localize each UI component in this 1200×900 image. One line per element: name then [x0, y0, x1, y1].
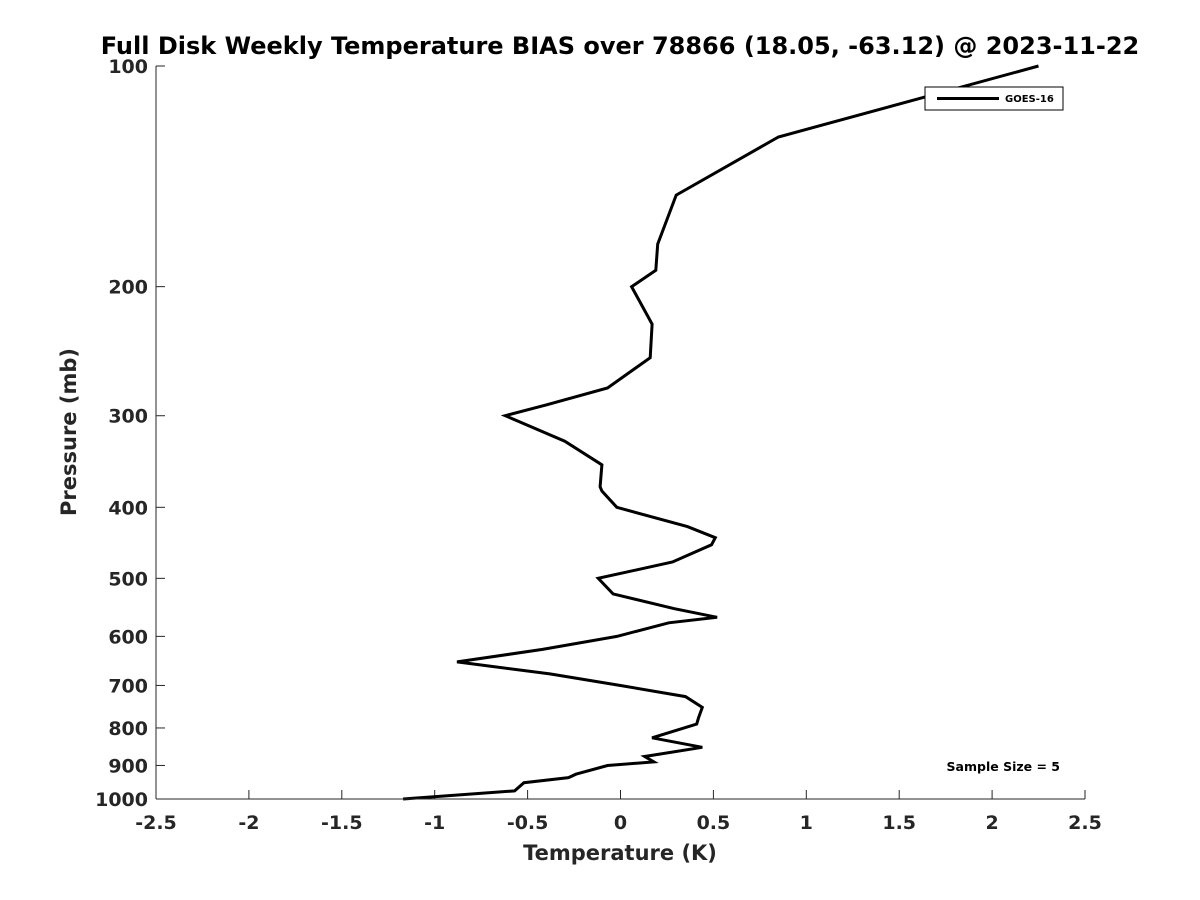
y-axis-label: Pressure (mb) — [57, 348, 81, 516]
x-tick-label: -2.5 — [135, 812, 177, 834]
sample-size-annotation: Sample Size = 5 — [947, 759, 1060, 774]
x-tick-label: -1 — [424, 812, 445, 834]
y-tick-label: 100 — [108, 56, 148, 78]
x-tick-label: 2.5 — [1068, 812, 1102, 834]
x-axis-label: Temperature (K) — [523, 841, 717, 865]
x-tick-label: 2 — [985, 812, 998, 834]
x-tick-label: 0 — [614, 812, 627, 834]
y-tick-label: 700 — [108, 675, 148, 697]
legend-label-goes-16: GOES-16 — [1005, 94, 1054, 105]
y-axis-ticks: 100 200 300 400 500 600 700 800 900 1000 — [95, 56, 165, 811]
y-tick-label: 800 — [108, 718, 148, 740]
x-axis-ticks: -2.5 -2 -1.5 -1 -0.5 0 0.5 1 1.5 2 2.5 — [135, 790, 1102, 834]
x-tick-label: 0.5 — [697, 812, 731, 834]
series-line-goes-16 — [402, 64, 1039, 801]
y-tick-label: 900 — [108, 755, 148, 777]
chart-title: Full Disk Weekly Temperature BIAS over 7… — [101, 32, 1140, 60]
y-tick-label: 600 — [108, 626, 148, 648]
x-tick-label: -1.5 — [321, 812, 363, 834]
x-tick-label: 1 — [800, 812, 813, 834]
x-tick-label: 1.5 — [882, 812, 916, 834]
x-tick-label: -0.5 — [507, 812, 549, 834]
x-tick-label: -2 — [238, 812, 259, 834]
y-tick-label: 200 — [108, 277, 148, 299]
legend: GOES-16 — [924, 86, 1064, 111]
plot-background — [156, 66, 1085, 799]
y-tick-label: 500 — [108, 568, 148, 590]
y-tick-label: 400 — [108, 497, 148, 519]
y-tick-label: 1000 — [95, 789, 148, 811]
y-tick-label: 300 — [108, 406, 148, 428]
